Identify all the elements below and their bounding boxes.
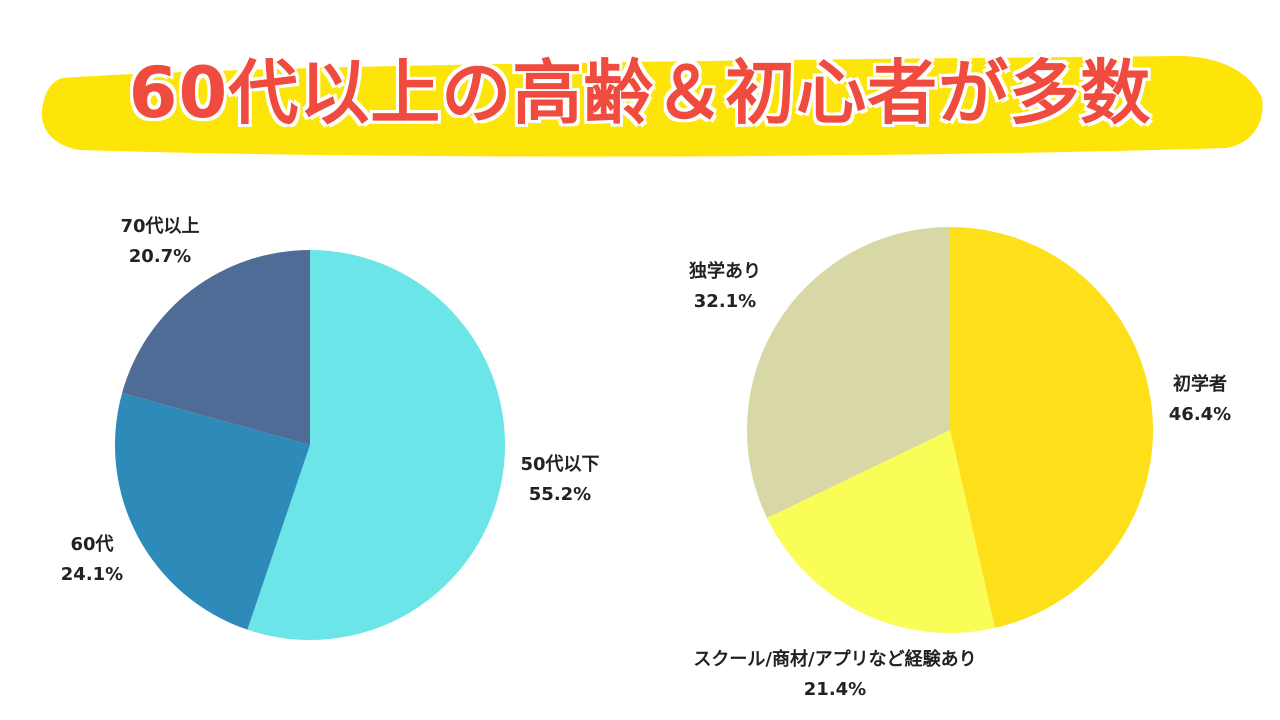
slice-percent-label: 20.7% (129, 246, 191, 267)
pie-slice-初学者 (950, 227, 1153, 628)
headline-highlight (41, 56, 1263, 157)
slice-percent-label: 24.1% (61, 564, 123, 585)
slice-category-label: スクール/商材/アプリなど経験あり (693, 648, 976, 670)
pie-slice-スクール-商材-アプリなど経験あり (767, 430, 995, 634)
pie-slice-60代 (114, 392, 310, 630)
pie-slice-70代以上 (122, 249, 310, 445)
age-pie-chart: 50代以下 55.2% 60代 24.1% 70代以上 20.7% (61, 216, 600, 640)
slice-percent-label: 55.2% (529, 484, 591, 505)
slice-percent-label: 46.4% (1169, 404, 1231, 425)
slice-category-label: 初学者 (1173, 373, 1227, 395)
slice-percent-label: 21.4% (804, 679, 866, 700)
slice-category-label: 50代以下 (520, 454, 599, 475)
pie-slice-50代以下 (247, 250, 506, 640)
pie-slice-独学あり (746, 227, 950, 518)
slice-percent-label: 32.1% (694, 291, 756, 312)
slice-category-label: 60代 (70, 534, 113, 555)
highlight-brush-stroke (41, 56, 1263, 157)
slice-category-label: 70代以上 (120, 216, 199, 237)
slice-category-label: 独学あり (689, 260, 761, 282)
charts-area: 50代以下 55.2% 60代 24.1% 70代以上 20.7% 初学者 46.4% スクー… (61, 216, 1231, 700)
experience-pie-chart: 初学者 46.4% スクール/商材/アプリなど経験あり 21.4% 独学あり 32.1% (689, 227, 1231, 700)
page-title: 60代以上の高齢＆初心者が多数 (127, 51, 1152, 136)
